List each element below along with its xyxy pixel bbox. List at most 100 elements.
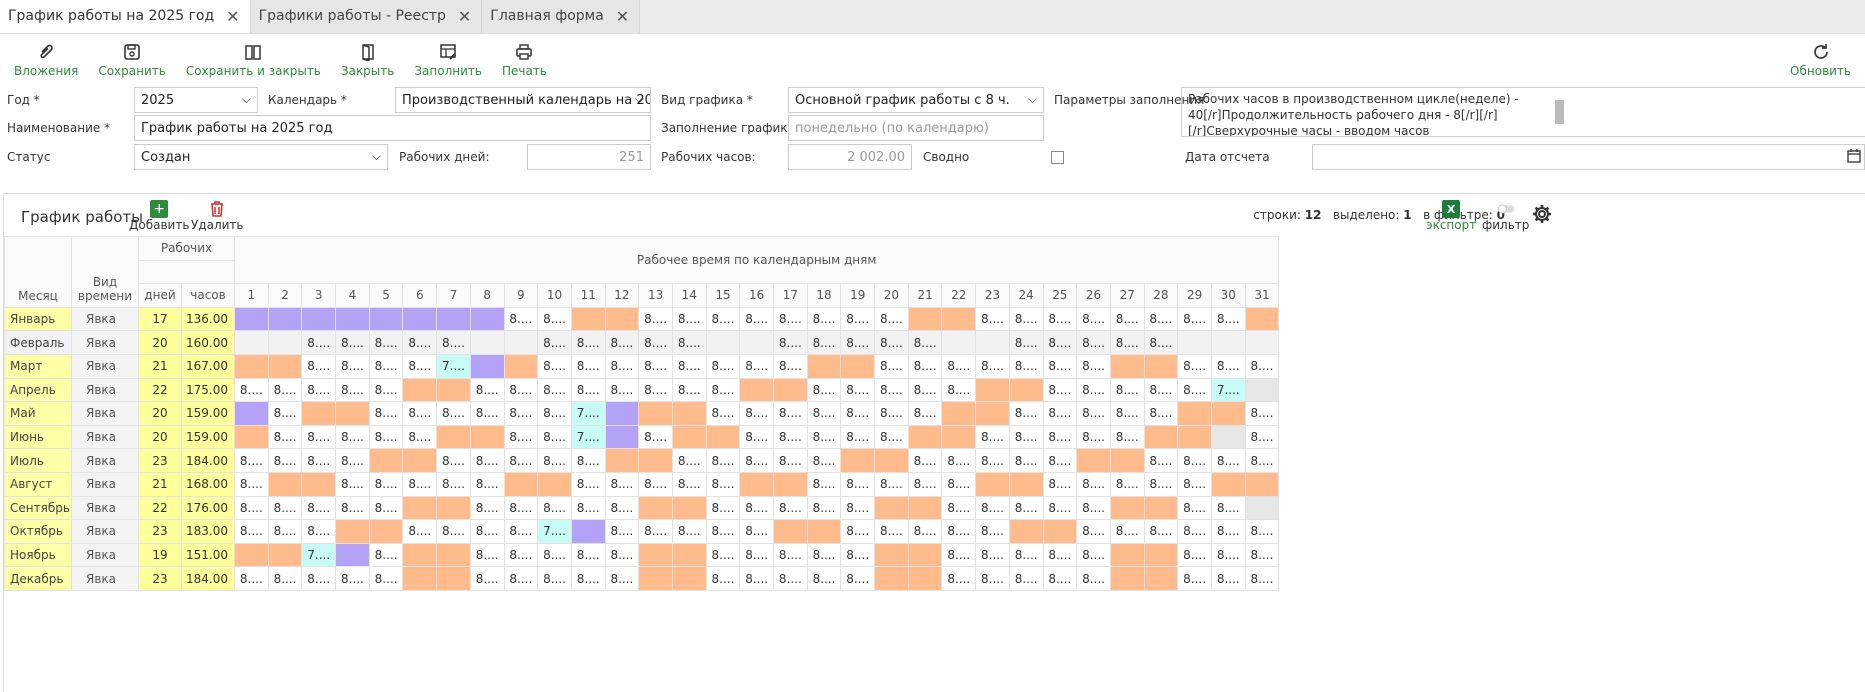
- day-cell[interactable]: 8....: [907, 377, 943, 403]
- day-cell[interactable]: 8....: [1076, 401, 1111, 426]
- month-cell[interactable]: Март: [4, 353, 72, 379]
- fill-params-textarea[interactable]: Рабочих часов в производственном цикле(н…: [1181, 87, 1865, 137]
- day-cell[interactable]: 8....: [234, 495, 269, 521]
- day-cell[interactable]: [503, 471, 539, 497]
- day-cell[interactable]: 8....: [1177, 519, 1212, 544]
- year-select[interactable]: 2025 ⌵: [134, 87, 258, 113]
- day-cell[interactable]: 8....: [975, 519, 1010, 544]
- day-cell[interactable]: 8....: [773, 306, 808, 332]
- day-cell[interactable]: 8....: [537, 330, 572, 355]
- fill-button[interactable]: Заполнить: [414, 41, 482, 78]
- day-cell[interactable]: 8....: [368, 424, 404, 450]
- day-cell[interactable]: [1210, 330, 1246, 355]
- day-cell[interactable]: [638, 542, 673, 568]
- day-cell[interactable]: [234, 542, 269, 568]
- day-cell[interactable]: 8....: [402, 401, 438, 426]
- report-date-input[interactable]: [1312, 144, 1865, 170]
- day-cell[interactable]: 8....: [671, 377, 707, 403]
- refresh-button[interactable]: Обновить: [1790, 41, 1851, 78]
- day-cell[interactable]: 8....: [941, 519, 977, 544]
- day-cell[interactable]: [975, 377, 1010, 403]
- day-cell[interactable]: 8....: [705, 353, 741, 379]
- print-button[interactable]: Печать: [502, 41, 547, 78]
- day-cell[interactable]: 8....: [773, 542, 808, 568]
- day-cell[interactable]: 8....: [975, 566, 1010, 591]
- day-cell[interactable]: [1076, 448, 1111, 473]
- day-cell[interactable]: [335, 306, 370, 332]
- day-cell[interactable]: 8....: [604, 377, 640, 403]
- day-cell[interactable]: 8....: [1008, 448, 1044, 473]
- day-cell[interactable]: [671, 401, 707, 426]
- day-cell[interactable]: [1109, 542, 1145, 568]
- day-cell[interactable]: [773, 471, 808, 497]
- table-row[interactable]: Март Явка 21 167.00 8.... 8.... 8.... 8.... 7...…: [4, 353, 1280, 379]
- day-cell[interactable]: 8....: [234, 566, 269, 591]
- days-cell[interactable]: 20: [138, 330, 182, 355]
- day-cell[interactable]: 8....: [705, 377, 741, 403]
- day-cell[interactable]: 8....: [941, 377, 977, 403]
- day-cell[interactable]: 8....: [604, 566, 640, 591]
- day-cell[interactable]: 8....: [301, 377, 337, 403]
- table-row[interactable]: Декабрь Явка 23 184.00 8.... 8.... 8.... 8.... 8…: [4, 566, 1280, 591]
- attachments-button[interactable]: Вложения: [14, 41, 78, 78]
- day-cell[interactable]: [671, 495, 707, 521]
- day-cell[interactable]: 8....: [806, 401, 842, 426]
- table-row[interactable]: Июнь Явка 20 159.00 8.... 8.... 8.... 8.... 8...…: [4, 424, 1280, 450]
- day-cell[interactable]: 8....: [234, 471, 269, 497]
- day-cell[interactable]: 8....: [1177, 566, 1212, 591]
- day-cell[interactable]: 8....: [941, 471, 977, 497]
- day-cell[interactable]: 8....: [739, 542, 774, 568]
- day-cell[interactable]: 8....: [1143, 519, 1179, 544]
- day-cell[interactable]: 8....: [1143, 401, 1179, 426]
- day-cell[interactable]: 8....: [402, 353, 438, 379]
- day-cell[interactable]: [301, 401, 337, 426]
- kind-cell[interactable]: Явка: [71, 495, 139, 521]
- day-cell[interactable]: 8....: [469, 542, 505, 568]
- day-cell[interactable]: [671, 566, 707, 591]
- day-cell[interactable]: 8....: [1210, 542, 1246, 568]
- day-cell[interactable]: 8....: [368, 471, 404, 497]
- day-cell[interactable]: 8....: [537, 495, 572, 521]
- filter-toggle[interactable]: фильтр: [1482, 200, 1529, 232]
- day-cell[interactable]: 8....: [570, 353, 606, 379]
- day-cell[interactable]: 8....: [671, 330, 707, 355]
- day-cell[interactable]: [335, 401, 370, 426]
- day-cell[interactable]: 8....: [1008, 495, 1044, 521]
- day-cell[interactable]: 8....: [638, 353, 673, 379]
- day-cell[interactable]: 8....: [1008, 306, 1044, 332]
- day-cell[interactable]: 8....: [368, 401, 404, 426]
- day-cell[interactable]: 8....: [301, 448, 337, 473]
- day-cell[interactable]: 8....: [267, 495, 303, 521]
- hours-cell[interactable]: 167.00: [181, 353, 235, 379]
- day-cell[interactable]: 8....: [503, 401, 539, 426]
- table-row[interactable]: Апрель Явка 22 175.00 8.... 8.... 8.... 8.... 8.…: [4, 377, 1280, 403]
- month-cell[interactable]: Июль: [4, 448, 72, 473]
- day-cell[interactable]: 8....: [234, 377, 269, 403]
- day-cell[interactable]: 8....: [941, 353, 977, 379]
- kind-cell[interactable]: Явка: [71, 306, 139, 332]
- day-cell[interactable]: [975, 471, 1010, 497]
- day-cell[interactable]: [469, 330, 505, 355]
- day-cell[interactable]: [638, 495, 673, 521]
- day-cell[interactable]: 8....: [1143, 330, 1179, 355]
- day-cell[interactable]: 8....: [773, 566, 808, 591]
- day-cell[interactable]: 8....: [335, 330, 370, 355]
- day-cell[interactable]: 8....: [1008, 424, 1044, 450]
- day-cell[interactable]: 8....: [469, 471, 505, 497]
- day-cell[interactable]: 8....: [1244, 448, 1280, 473]
- day-cell[interactable]: [874, 566, 909, 591]
- day-cell[interactable]: 8....: [638, 330, 673, 355]
- day-cell[interactable]: 8....: [739, 353, 774, 379]
- day-cell[interactable]: 8....: [638, 471, 673, 497]
- month-cell[interactable]: Ноябрь: [4, 542, 72, 568]
- day-cell[interactable]: 8....: [368, 353, 404, 379]
- table-row[interactable]: Август Явка 21 168.00 8.... 8.... 8.... 8.... 8.…: [4, 471, 1280, 497]
- day-cell[interactable]: [267, 330, 303, 355]
- day-cell[interactable]: 8....: [368, 330, 404, 355]
- day-cell[interactable]: 8....: [705, 401, 741, 426]
- day-cell[interactable]: 8....: [301, 424, 337, 450]
- day-cell[interactable]: [1210, 424, 1246, 450]
- day-cell[interactable]: [773, 519, 808, 544]
- day-cell[interactable]: 8....: [874, 353, 909, 379]
- day-cell[interactable]: 8....: [773, 330, 808, 355]
